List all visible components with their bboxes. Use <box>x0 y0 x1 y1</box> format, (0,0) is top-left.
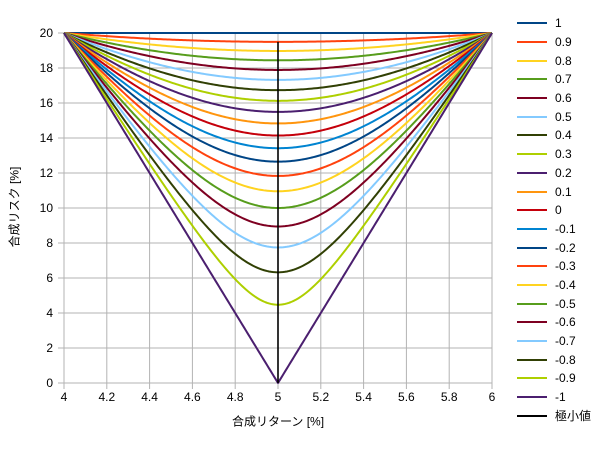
legend-line-swatch <box>517 377 547 380</box>
legend-item--0.7: -0.7 <box>517 332 591 351</box>
legend-line-swatch <box>517 340 547 343</box>
y-tick-label: 4 <box>46 306 53 320</box>
y-tick-label: 6 <box>46 271 53 285</box>
legend-line-swatch <box>517 97 547 100</box>
legend-label: -0.2 <box>555 240 576 255</box>
legend-item--0.5: -0.5 <box>517 294 591 313</box>
legend-line-swatch <box>517 209 547 212</box>
legend-line-swatch <box>517 396 547 399</box>
y-tick-label: 18 <box>40 61 54 75</box>
legend-label: -0.3 <box>555 259 576 274</box>
legend-line-swatch <box>517 134 547 137</box>
legend-label: 0.6 <box>555 91 572 106</box>
legend-label: -0.8 <box>555 352 576 367</box>
legend-line-swatch <box>517 190 547 193</box>
legend: 1 0.9 0.8 0.7 0.6 0.5 0.4 0.3 0.2 0.1 0 -0.1 -0.2 -0.… <box>517 14 591 425</box>
y-tick-label: 10 <box>40 201 54 215</box>
legend-item--1: -1 <box>517 388 591 407</box>
legend-item--0.8: -0.8 <box>517 350 591 369</box>
legend-label: -0.6 <box>555 315 576 330</box>
y-axis-title: 合成リスク [%] <box>7 166 22 248</box>
legend-item-0.5: 0.5 <box>517 107 591 126</box>
legend-label: 0.9 <box>555 35 572 50</box>
legend-item-0.4: 0.4 <box>517 126 591 145</box>
legend-label: -0.1 <box>555 221 576 236</box>
legend-item-0.2: 0.2 <box>517 164 591 183</box>
y-tick-label: 20 <box>40 26 54 40</box>
legend-line-swatch <box>517 302 547 305</box>
legend-label: -0.9 <box>555 371 576 386</box>
series-line-0.9 <box>63 32 493 43</box>
x-tick-label: 4.8 <box>227 390 244 404</box>
legend-label: 1 <box>555 16 562 31</box>
legend-line-swatch <box>517 115 547 118</box>
legend-item--0.3: -0.3 <box>517 257 591 276</box>
legend-line-swatch <box>517 78 547 81</box>
legend-line-swatch <box>517 41 547 44</box>
x-tick-label: 5.4 <box>355 390 372 404</box>
legend-line-swatch <box>517 22 547 25</box>
y-tick-label: 2 <box>46 341 53 355</box>
x-tick-label: 5 <box>275 390 282 404</box>
y-tick-label: 0 <box>46 376 53 390</box>
legend-line-swatch <box>517 153 547 156</box>
legend-line-swatch <box>517 246 547 249</box>
legend-line-swatch <box>517 321 547 324</box>
legend-line-swatch <box>517 227 547 230</box>
legend-label: -0.5 <box>555 296 576 311</box>
legend-item-0.9: 0.9 <box>517 33 591 52</box>
x-axis-title: 合成リターン [%] <box>231 414 325 429</box>
legend-line-swatch <box>517 414 547 417</box>
legend-item-0.1: 0.1 <box>517 182 591 201</box>
legend-label: 0.1 <box>555 184 572 199</box>
legend-label: -0.7 <box>555 334 576 349</box>
legend-item-0.3: 0.3 <box>517 145 591 164</box>
legend-line-swatch <box>517 265 547 268</box>
legend-label: 0.4 <box>555 128 572 143</box>
y-tick-label: 12 <box>40 166 54 180</box>
x-tick-label: 5.8 <box>441 390 458 404</box>
y-tick-label: 8 <box>46 236 53 250</box>
legend-label: 0.3 <box>555 147 572 162</box>
x-tick-label: 6 <box>489 390 496 404</box>
legend-item--0.6: -0.6 <box>517 313 591 332</box>
legend-label: -1 <box>555 390 566 405</box>
y-tick-label: 14 <box>40 131 54 145</box>
legend-label: 0 <box>555 203 562 218</box>
y-tick-label: 16 <box>40 96 54 110</box>
legend-line-swatch <box>517 283 547 286</box>
x-tick-label: 4.2 <box>98 390 115 404</box>
legend-line-swatch <box>517 171 547 174</box>
legend-label: -0.4 <box>555 277 576 292</box>
legend-item--0.4: -0.4 <box>517 276 591 295</box>
legend-item-0.6: 0.6 <box>517 89 591 108</box>
x-tick-label: 5.6 <box>398 390 415 404</box>
legend-item--0.2: -0.2 <box>517 238 591 257</box>
x-tick-label: 4.4 <box>141 390 158 404</box>
x-tick-label: 4 <box>61 390 68 404</box>
legend-label: 極小値 <box>555 408 592 423</box>
legend-item--0.1: -0.1 <box>517 220 591 239</box>
legend-item-極小値: 極小値 <box>517 406 591 425</box>
x-tick-label: 5.2 <box>312 390 329 404</box>
legend-line-swatch <box>517 59 547 62</box>
legend-label: 0.5 <box>555 109 572 124</box>
x-tick-label: 4.6 <box>184 390 201 404</box>
legend-item-0: 0 <box>517 201 591 220</box>
legend-line-swatch <box>517 358 547 361</box>
legend-item-0.8: 0.8 <box>517 51 591 70</box>
legend-label: 0.2 <box>555 165 572 180</box>
legend-item-0.7: 0.7 <box>517 70 591 89</box>
legend-item--0.9: -0.9 <box>517 369 591 388</box>
legend-label: 0.7 <box>555 72 572 87</box>
legend-label: 0.8 <box>555 53 572 68</box>
legend-item-1: 1 <box>517 14 591 33</box>
